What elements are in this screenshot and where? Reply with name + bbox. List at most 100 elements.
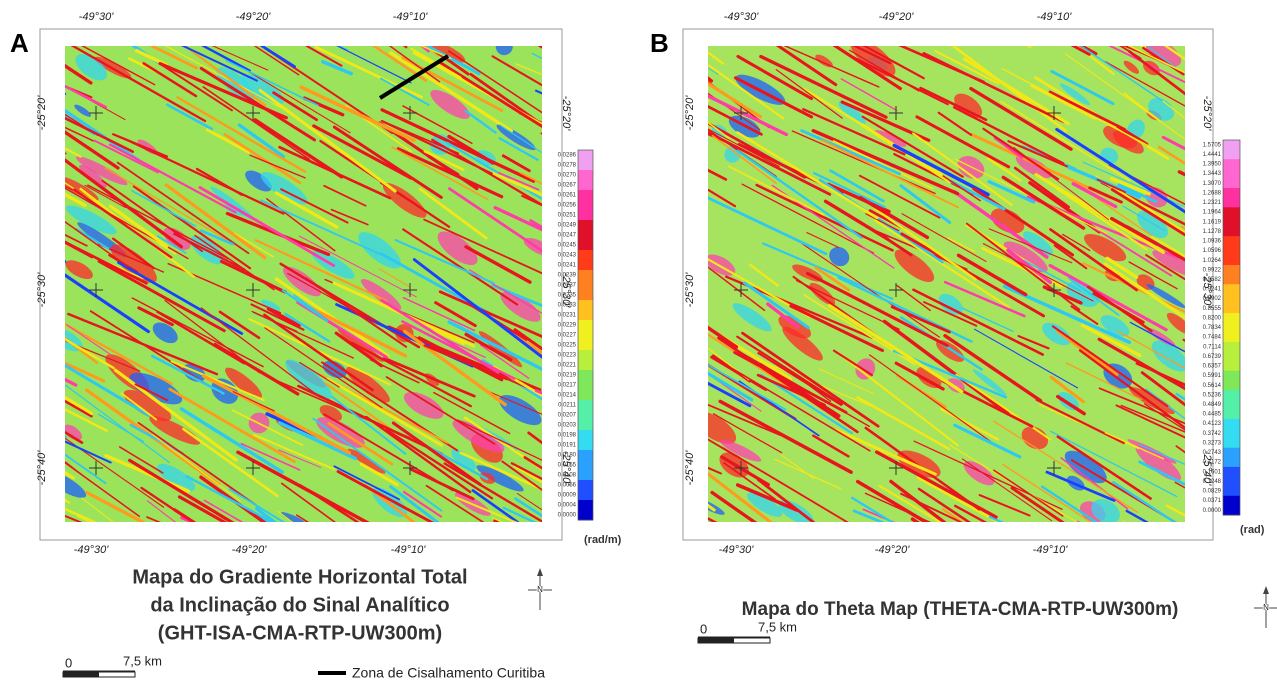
map-stripe [585, 218, 645, 244]
map-stripe [65, 192, 87, 208]
map-blob [75, 53, 108, 81]
map-stripe [299, 484, 360, 522]
map-blob [495, 46, 513, 56]
map-blob [319, 405, 343, 422]
colorbar-label: 1.0264 [1203, 258, 1222, 264]
map-stripe [756, 478, 816, 522]
map-blob [1151, 340, 1185, 372]
map-stripe [988, 228, 1073, 264]
colorbar-label: 1.1964 [1203, 210, 1222, 216]
map-stripe [1128, 261, 1178, 290]
colorbar-label: 0.6739 [1203, 354, 1222, 360]
colorbar-swatch [578, 270, 593, 281]
colorbar-swatch [1223, 380, 1240, 391]
map-stripe [65, 337, 115, 370]
map-stripe [727, 165, 825, 216]
map-stripe [541, 0, 623, 12]
map-stripe [894, 361, 945, 391]
map-stripe [1154, 94, 1185, 119]
colorbar-swatch [1223, 226, 1240, 237]
map-stripe [708, 51, 725, 65]
map-stripe [117, 261, 244, 335]
colorbar-label: 1.1278 [1203, 229, 1222, 235]
map-blob [157, 463, 196, 492]
map-stripe [385, 376, 496, 445]
map-stripe [978, 494, 1031, 517]
map-stripe [901, 213, 987, 262]
map-stripe [812, 434, 850, 458]
map-stripe [1070, 46, 1091, 56]
colorbar-label: 0.0270 [558, 173, 577, 179]
map-stripe [175, 0, 288, 14]
colorbar-unit: (rad) [1240, 524, 1265, 536]
map-stripe [755, 183, 894, 252]
map-stripe [953, 423, 1022, 459]
scale-bar-fill [63, 672, 99, 677]
map-stripe [1090, 225, 1173, 277]
map-stripe [0, 427, 23, 501]
left-tick-label: -25°30' [684, 272, 696, 308]
map-stripe [131, 297, 264, 368]
colorbar-swatch [1223, 418, 1240, 429]
map-stripe [811, 129, 960, 196]
map-stripe [423, 344, 508, 381]
map-stripe [786, 0, 871, 14]
panel-label: A [10, 28, 29, 58]
map-stripe [805, 271, 949, 348]
map-title: (GHT-ISA-CMA-RTP-UW300m) [158, 622, 442, 644]
map-stripe [1013, 166, 1070, 209]
map-stripe [423, 218, 542, 275]
map-stripe [1117, 330, 1185, 370]
map-stripe [402, 228, 519, 306]
colorbar-label: 0.0225 [558, 343, 577, 349]
map-stripe [1049, 228, 1138, 292]
map-stripe [65, 240, 148, 285]
map-stripe [973, 328, 1079, 389]
map-stripe [179, 407, 285, 474]
map-stripe [775, 46, 838, 87]
map-stripe [1122, 46, 1165, 63]
map-blob [430, 89, 470, 119]
map-blob [74, 104, 92, 117]
map-blob [1015, 155, 1052, 179]
map-stripe [1110, 188, 1185, 237]
map-stripe [1082, 161, 1185, 208]
map-stripe [961, 307, 1014, 332]
map-stripe [1080, 323, 1142, 358]
colorbar-label: 0.0371 [1203, 498, 1222, 504]
map-stripe [1067, 277, 1120, 316]
map-stripe [0, 331, 44, 402]
map-stripe [1105, 256, 1139, 279]
map-blob [1042, 322, 1071, 346]
map-stripe [852, 509, 885, 522]
map-stripe [228, 488, 286, 522]
map-stripe [1140, 371, 1185, 407]
colorbar-swatch [1223, 216, 1240, 228]
map-stripe [281, 289, 329, 322]
map-stripe [999, 100, 1131, 182]
colorbar-swatch [578, 220, 593, 231]
colorbar-label: 0.0237 [558, 283, 577, 289]
map-stripe [253, 46, 300, 76]
map-stripe [1157, 145, 1185, 165]
colorbar-swatch [578, 310, 593, 321]
colorbar-label: 0.0155 [558, 463, 577, 469]
map-stripe [394, 239, 495, 285]
map-stripe [151, 433, 241, 502]
colorbar-swatch [578, 160, 593, 171]
map-stripe [101, 179, 203, 253]
map-stripe [1108, 46, 1185, 84]
map-stripe [492, 0, 633, 27]
map-stripe [1010, 486, 1065, 522]
colorbar-swatch [1223, 495, 1240, 506]
map-stripe [334, 331, 383, 368]
map-stripe [120, 392, 158, 421]
map-stripe [665, 0, 719, 10]
map-blob [1059, 83, 1091, 106]
map-stripe [118, 0, 197, 24]
map-stripe [993, 469, 1064, 517]
map-stripe [272, 91, 318, 122]
colorbar-swatch [1223, 140, 1240, 151]
colorbar-label: 1.5705 [1203, 142, 1222, 148]
bottom-tick-label: -49°20' [875, 544, 911, 556]
